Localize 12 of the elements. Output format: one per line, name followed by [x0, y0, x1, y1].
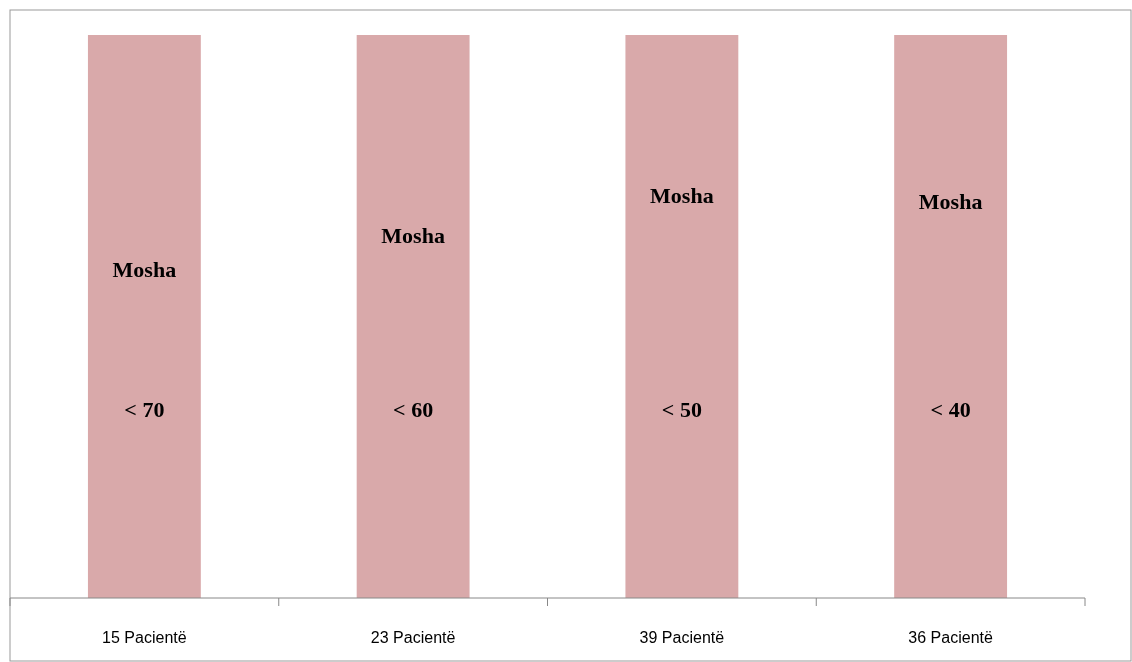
annotation: Mosha [112, 256, 177, 282]
x-tick-label: 39 Pacientë [639, 629, 725, 646]
x-tick-label: 36 Pacientë [908, 629, 993, 646]
annotation: < 60 [393, 397, 434, 423]
annotation: Mosha [650, 183, 714, 209]
annotation: < 70 [124, 397, 165, 423]
annotation: < 50 [661, 397, 702, 423]
x-tick-label: 15 Pacientë [102, 629, 187, 646]
annotation: Mosha [918, 188, 983, 214]
annotation: Mosha [381, 222, 445, 248]
annotation: < 40 [930, 397, 971, 423]
x-tick-label: 23 Pacientë [370, 629, 456, 646]
